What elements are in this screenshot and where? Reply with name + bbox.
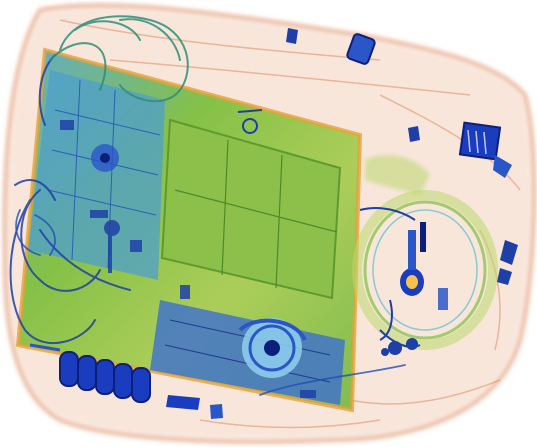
- cooling-fan: [238, 318, 307, 378]
- cable-coil: [352, 190, 498, 356]
- small-gadgets: [166, 28, 518, 419]
- organic-patch: [365, 155, 430, 195]
- keys: [400, 222, 448, 310]
- battery-bank: [29, 343, 151, 403]
- laptop: [15, 47, 363, 413]
- cables: [9, 15, 406, 396]
